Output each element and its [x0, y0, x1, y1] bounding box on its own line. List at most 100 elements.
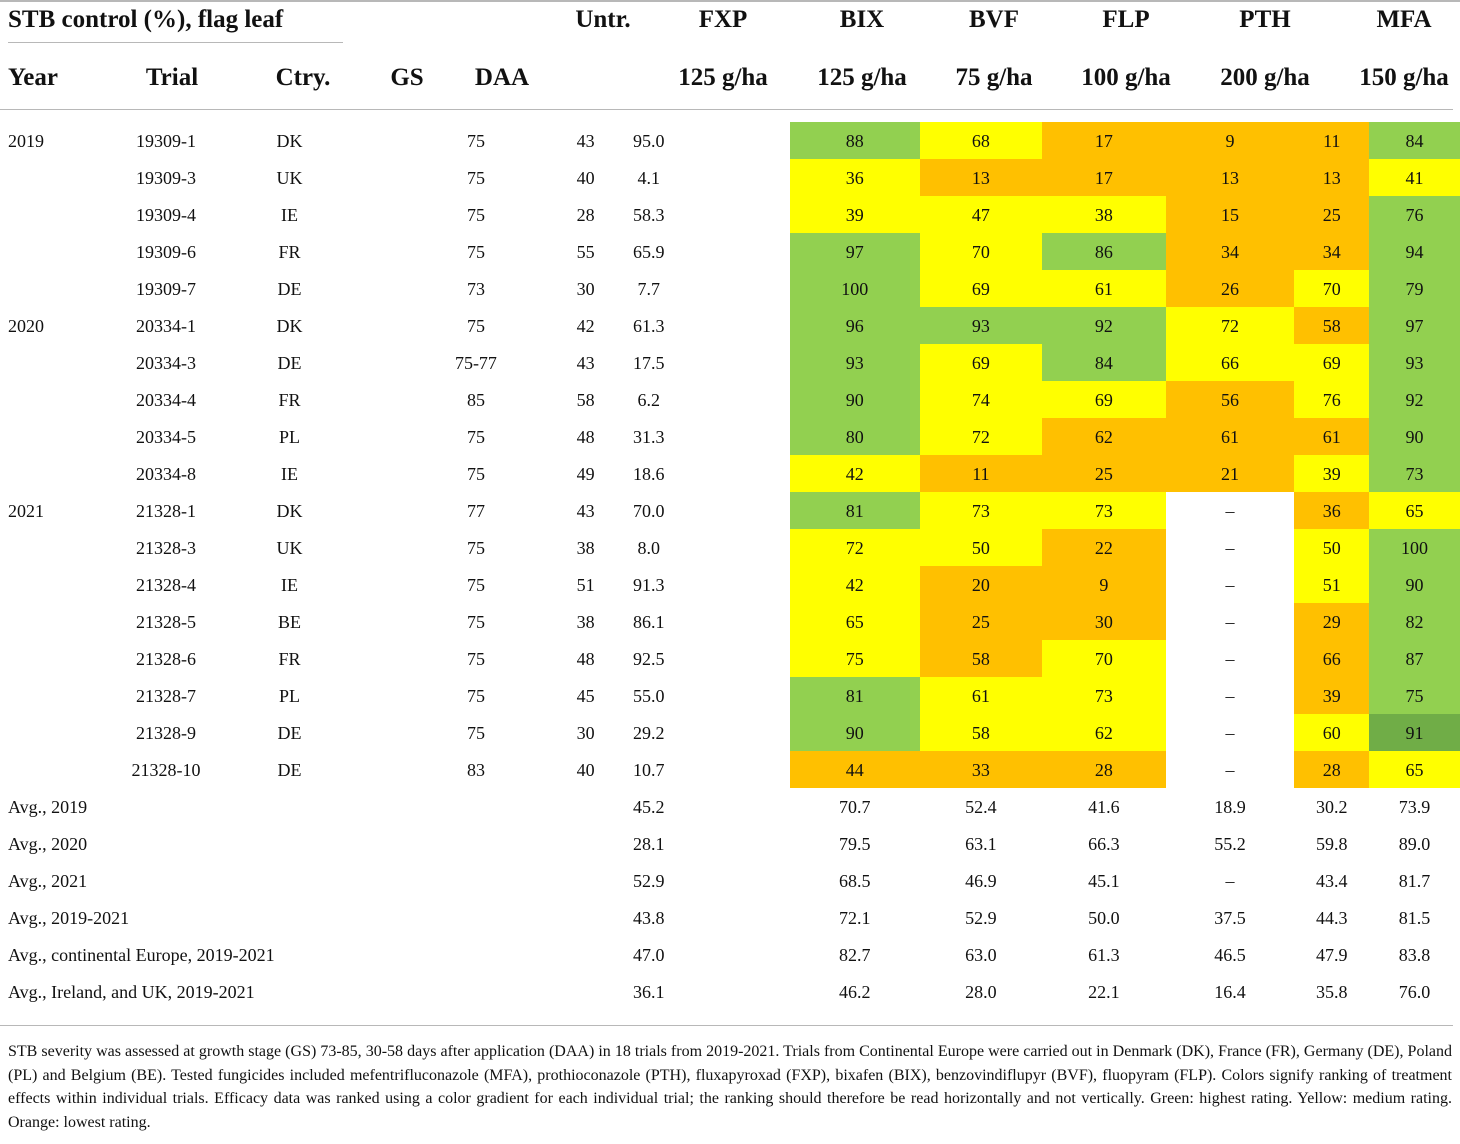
efficacy-cell-bvf: 73	[1042, 677, 1166, 714]
efficacy-cell-bvf: 86	[1042, 233, 1166, 270]
average-cell-bvf: 22.1	[1088, 981, 1120, 1002]
efficacy-cell-pth: 66	[1294, 640, 1370, 677]
table-row: 19309-3 UK 75 40 4.1 36 13 17 13 13 41	[0, 159, 1460, 196]
country-cell: UK	[276, 537, 303, 558]
column-gap	[361, 677, 413, 714]
trial-cell: 20334-4	[136, 389, 196, 410]
footnote-divider	[0, 1025, 1453, 1026]
untreated-cell: 8.0	[637, 537, 661, 558]
column-gap	[666, 936, 790, 973]
table-row: 19309-4 IE 75 28 58.3 39 47 38 15 25 76	[0, 196, 1460, 233]
column-gap	[361, 233, 413, 270]
average-cell-pth: 35.8	[1316, 981, 1348, 1002]
table-row: 2020 20334-1 DK 75 42 61.3 96 93 92 72 58 97	[0, 307, 1460, 344]
daa-cell: 48	[576, 648, 595, 669]
column-gap	[361, 418, 413, 455]
efficacy-cell-bix: 72	[919, 418, 1043, 455]
efficacy-cell-bvf: 92	[1042, 307, 1166, 344]
efficacy-cell-flp: –	[1225, 722, 1235, 743]
daa-cell: 43	[576, 500, 595, 521]
efficacy-cell-bvf: 62	[1042, 418, 1166, 455]
efficacy-cell-mfa: 41	[1369, 159, 1460, 196]
untreated-cell: 6.2	[637, 389, 661, 410]
year-cell	[0, 566, 114, 603]
daa-cell: 43	[576, 352, 595, 373]
column-gap	[666, 122, 790, 159]
table-row: 21328-3 UK 75 38 8.0 72 50 22–50 100	[0, 529, 1460, 566]
trial-cell: 21328-9	[136, 722, 196, 743]
efficacy-cell-pth: 39	[1294, 455, 1370, 492]
trial-cell: 19309-7	[136, 278, 196, 299]
efficacy-cell-pth: 70	[1294, 270, 1370, 307]
average-cell-bix: 28.0	[965, 981, 997, 1002]
efficacy-cell-flp: –	[1225, 685, 1235, 706]
untreated-cell: 10.7	[633, 759, 665, 780]
efficacy-cell-bix: 20	[919, 566, 1043, 603]
average-cell-pth: 30.2	[1316, 796, 1348, 817]
column-header-daa: DAA	[474, 64, 530, 91]
efficacy-cell-mfa: 94	[1369, 233, 1460, 270]
year-cell	[0, 603, 114, 640]
efficacy-cell-pth: 13	[1294, 159, 1370, 196]
efficacy-cell-mfa: 90	[1369, 566, 1460, 603]
efficacy-cell-fxp: 97	[789, 233, 920, 270]
untreated-cell: 17.5	[633, 352, 665, 373]
efficacy-cell-bix: 58	[919, 714, 1043, 751]
efficacy-cell-bvf: 70	[1042, 640, 1166, 677]
average-untreated-cell: 43.8	[633, 907, 665, 928]
efficacy-cell-mfa: 97	[1369, 307, 1460, 344]
average-label: Avg., 2019	[8, 796, 88, 817]
gs-cell: 75	[466, 648, 485, 669]
average-cell-pth: 59.8	[1316, 833, 1348, 854]
column-gap	[666, 825, 790, 862]
average-cell-pth: 43.4	[1316, 870, 1348, 891]
year-cell	[0, 381, 114, 418]
trial-cell: 21328-10	[131, 759, 201, 780]
gs-cell: 73	[466, 278, 485, 299]
year-cell: 2020	[8, 315, 44, 336]
efficacy-cell-pth: 39	[1294, 677, 1370, 714]
efficacy-cell-pth: 58	[1294, 307, 1370, 344]
efficacy-cell-flp: –	[1225, 611, 1235, 632]
efficacy-cell-bvf: 28	[1042, 751, 1166, 788]
average-cell-flp: 46.5	[1214, 944, 1246, 965]
column-gap	[361, 640, 413, 677]
country-cell: IE	[280, 574, 298, 595]
gs-cell: 85	[466, 389, 485, 410]
average-untreated-cell: 28.1	[633, 833, 665, 854]
average-cell-fxp: 82.7	[838, 944, 871, 965]
trial-cell: 21328-3	[136, 537, 196, 558]
efficacy-cell-mfa: 76	[1369, 196, 1460, 233]
untreated-cell: 92.5	[633, 648, 665, 669]
column-gap	[666, 455, 790, 492]
efficacy-cell-flp: 13	[1165, 159, 1295, 196]
efficacy-cell-bix: 73	[919, 492, 1043, 529]
column-header-year: Year	[8, 64, 58, 91]
country-cell: PL	[278, 685, 300, 706]
year-cell	[0, 529, 114, 566]
table-row: 21328-9 DE 75 30 29.2 90 58 62 – 60 91	[0, 714, 1460, 751]
trial-cell: 20334-1	[136, 315, 196, 336]
efficacy-cell-fxp: 75	[789, 640, 920, 677]
average-cell-bvf: 66.3	[1088, 833, 1120, 854]
column-gap	[361, 159, 413, 196]
gs-cell: 75	[466, 685, 485, 706]
trial-cell: 20334-8	[136, 463, 196, 484]
efficacy-cell-fxp: 36	[789, 159, 920, 196]
efficacy-cell-flp: 21	[1165, 455, 1295, 492]
gs-cell: 75	[466, 167, 485, 188]
average-cell-bix: 52.9	[965, 907, 997, 928]
average-cell-fxp: 46.2	[838, 981, 871, 1002]
column-header-country: Ctry.	[275, 64, 331, 91]
efficacy-cell-pth: 29	[1294, 603, 1370, 640]
average-cell-mfa: 76.0	[1398, 981, 1431, 1002]
year-cell: 2019	[8, 130, 44, 151]
average-row: Avg., Ireland, and UK, 2019-2021 36.1 46.2…	[0, 973, 1460, 1010]
efficacy-cell-bix: 93	[919, 307, 1043, 344]
average-cell-bvf: 41.6	[1088, 796, 1120, 817]
efficacy-cell-fxp: 93	[789, 344, 920, 381]
average-row: Avg., 2019-2021 43.8 72.1 52.9 50.0 37.5 44.3 8…	[0, 899, 1460, 936]
table-row: 21328-7 PL 75 45 55.0 81 61 73–39 75	[0, 677, 1460, 714]
treatment-dose-mfa: 150 g/ha	[1359, 64, 1449, 91]
treatment-dose-fxp: 125 g/ha	[678, 64, 768, 91]
